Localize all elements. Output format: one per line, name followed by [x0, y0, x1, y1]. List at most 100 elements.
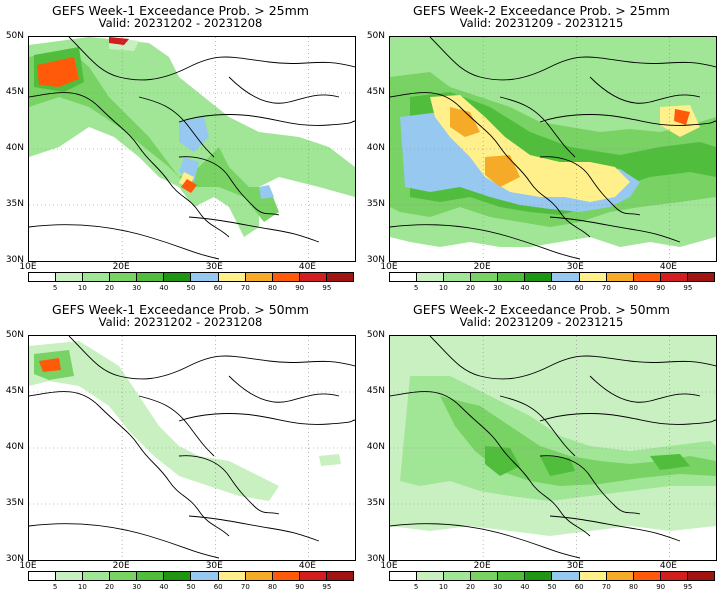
probability-region	[485, 446, 520, 476]
coastline	[188, 216, 320, 243]
coastline	[539, 114, 716, 126]
coastline	[549, 515, 681, 542]
colorbar-level-label: 80	[629, 583, 638, 591]
colorbar-segment	[417, 572, 445, 580]
colorbar-segment	[444, 572, 472, 580]
colorbar-level-label: 30	[493, 284, 503, 292]
colorbar	[28, 272, 354, 282]
colorbar-segment	[660, 572, 688, 580]
map-panel-week2-25mm: GEFS Week-2 Exceedance Prob. > 25mm Valid…	[361, 0, 722, 299]
map-canvas	[390, 336, 716, 560]
panel-title: GEFS Week-2 Exceedance Prob. > 25mm	[413, 3, 670, 18]
longitude-label: 10E	[380, 561, 398, 571]
panel-title: GEFS Week-1 Exceedance Prob. > 50mm	[52, 302, 309, 317]
colorbar-segment	[498, 572, 526, 580]
probability-region	[540, 456, 575, 476]
colorbar-segment	[498, 273, 526, 281]
colorbar-level-label: 70	[601, 583, 611, 591]
colorbar-level-label: 5	[52, 284, 58, 292]
map-panel-week2-50mm: GEFS Week-2 Exceedance Prob. > 50mm Valid…	[361, 299, 722, 598]
colorbar-segment	[552, 273, 580, 281]
colorbar-segment	[56, 273, 84, 281]
probability-region	[450, 107, 480, 137]
panel-valid-dates: Valid: 20231202 - 20231208	[98, 315, 263, 329]
latitude-label: 35N	[5, 199, 24, 209]
longitude-label: 10E	[380, 262, 398, 272]
map-canvas	[29, 37, 355, 261]
colorbar-segment	[137, 572, 165, 580]
coastline	[589, 76, 701, 104]
colorbar-segment	[633, 572, 661, 580]
colorbar-segment	[137, 273, 165, 281]
longitude-label: 40E	[659, 561, 677, 571]
colorbar-level-label: 50	[186, 284, 196, 292]
coastline	[188, 515, 320, 542]
colorbar-level-label: 70	[601, 284, 611, 292]
colorbar-level-label: 50	[547, 583, 557, 591]
probability-region	[430, 95, 630, 202]
probability-map	[389, 335, 717, 561]
panel-title: GEFS Week-1 Exceedance Prob. > 25mm	[52, 3, 309, 18]
probability-region	[29, 49, 279, 222]
colorbar-segment	[272, 572, 300, 580]
latitude-label: 35N	[366, 498, 385, 508]
colorbar-level-label: 50	[186, 583, 196, 591]
colorbar-segment	[191, 273, 219, 281]
colorbar-segment	[444, 273, 472, 281]
probability-map	[28, 335, 356, 561]
latitude-label: 45N	[366, 87, 385, 97]
longitude-label: 40E	[298, 561, 316, 571]
coastline	[429, 37, 716, 81]
colorbar-segment	[164, 273, 192, 281]
colorbar	[389, 571, 715, 581]
colorbar-level-label: 50	[547, 284, 557, 292]
longitude-label: 30E	[205, 561, 223, 571]
coastline	[539, 156, 641, 216]
coastline	[29, 523, 220, 559]
coastline	[390, 224, 581, 260]
colorbar-segment	[326, 572, 353, 580]
colorbar-level-label: 5	[413, 583, 419, 591]
longitude-label: 30E	[566, 262, 584, 272]
colorbar-level-label: 60	[574, 583, 584, 591]
colorbar-level-label: 40	[159, 284, 169, 292]
latitude-label: 50N	[366, 31, 385, 41]
latitude-label: 40N	[5, 143, 24, 153]
probability-map	[389, 36, 717, 262]
map-panel-week1-25mm: GEFS Week-1 Exceedance Prob. > 25mm Valid…	[0, 0, 361, 299]
colorbar-level-label: 60	[213, 583, 223, 591]
colorbar-segment	[633, 273, 661, 281]
probability-region	[37, 57, 79, 87]
longitude-label: 30E	[205, 262, 223, 272]
longitude-label: 20E	[473, 561, 491, 571]
latitude-label: 30N	[5, 255, 24, 265]
colorbar-level-label: 95	[683, 284, 693, 292]
colorbar-level-label: 90	[656, 284, 666, 292]
latitude-label: 50N	[5, 31, 24, 41]
colorbar-level-label: 40	[520, 284, 530, 292]
colorbar-segment	[687, 273, 714, 281]
colorbar-segment	[525, 273, 553, 281]
coastline	[499, 395, 576, 457]
coastline	[178, 413, 355, 425]
latitude-label: 35N	[5, 498, 24, 508]
colorbar-level-label: 90	[656, 583, 666, 591]
coastline	[68, 336, 355, 380]
colorbar-level-label: 30	[132, 284, 142, 292]
colorbar-level-label: 80	[629, 284, 638, 292]
latitude-label: 45N	[366, 386, 385, 396]
probability-region	[29, 341, 279, 501]
latitude-label: 40N	[5, 442, 24, 452]
coastline	[499, 96, 576, 158]
coastline	[29, 391, 230, 537]
colorbar-segment	[245, 273, 273, 281]
colorbar-segment	[299, 572, 327, 580]
latitude-label: 40N	[366, 442, 385, 452]
colorbar	[28, 571, 354, 581]
panel-valid-dates: Valid: 20231209 - 20231215	[459, 315, 624, 329]
colorbar-level-label: 20	[105, 284, 114, 292]
probability-region	[674, 109, 690, 125]
longitude-label: 10E	[19, 262, 37, 272]
coastline	[549, 216, 681, 243]
colorbar-level-label: 95	[322, 284, 332, 292]
